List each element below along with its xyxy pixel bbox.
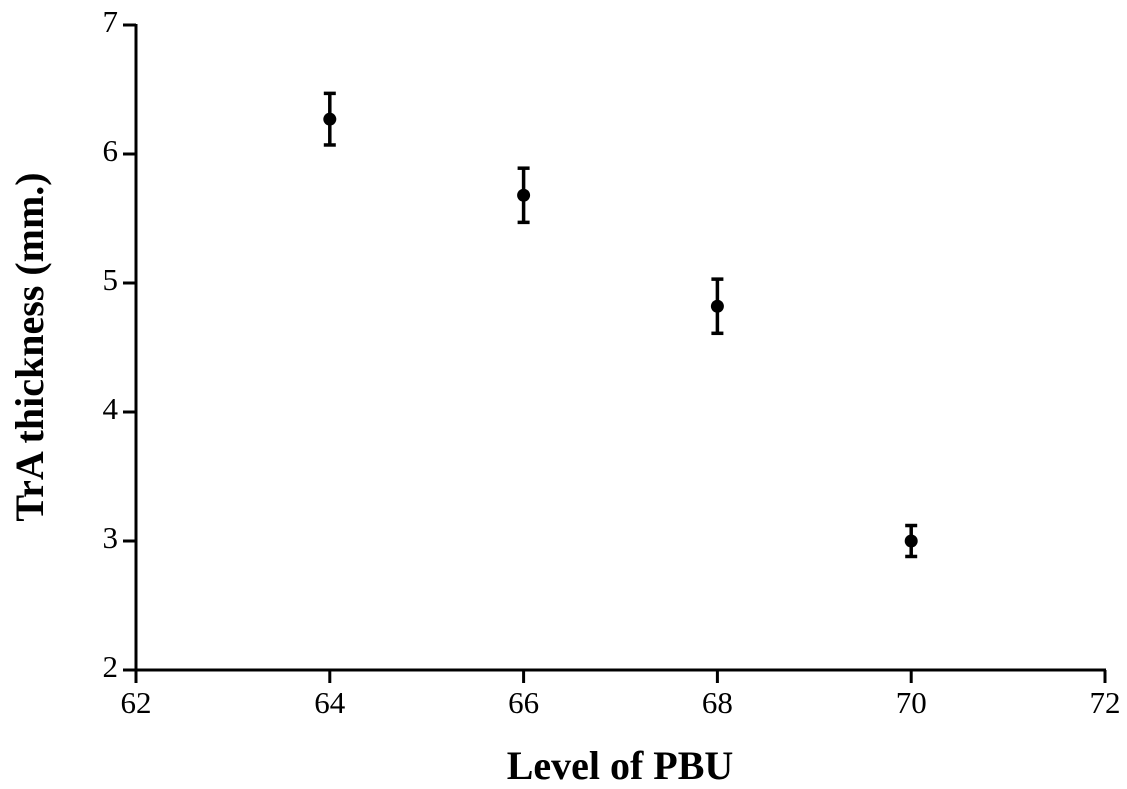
x-axis-title: Level of PBU xyxy=(507,743,734,788)
y-axis-title: TrA thickness (mm.) xyxy=(7,172,52,521)
x-tick-label: 68 xyxy=(702,685,733,720)
y-tick-label: 7 xyxy=(103,4,119,39)
point xyxy=(323,112,337,126)
x-tick-label: 62 xyxy=(121,685,152,720)
point xyxy=(904,534,918,548)
point xyxy=(517,188,531,202)
x-tick-label: 66 xyxy=(508,685,539,720)
y-tick-label: 5 xyxy=(103,262,119,297)
y-tick-label: 6 xyxy=(103,133,119,168)
x-tick-label: 64 xyxy=(314,685,346,720)
y-tick-label: 3 xyxy=(103,520,119,555)
x-tick-label: 70 xyxy=(896,685,927,720)
y-tick-label: 2 xyxy=(103,649,119,684)
x-tick-label: 72 xyxy=(1090,685,1121,720)
y-tick-label: 4 xyxy=(103,391,119,426)
point xyxy=(710,299,724,313)
